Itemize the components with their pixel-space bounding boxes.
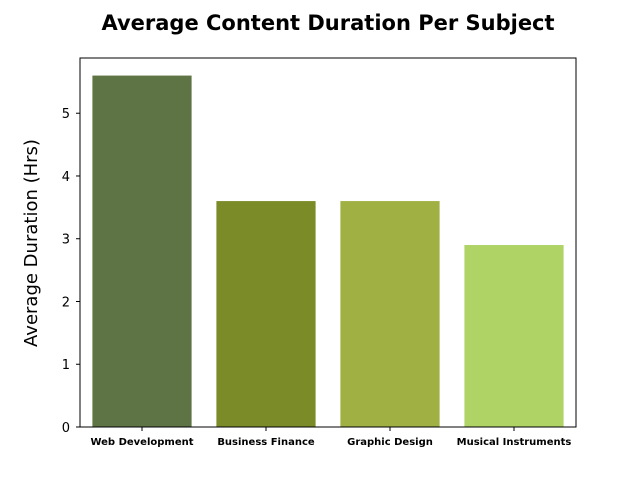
y-tick-label: 1 <box>62 358 70 373</box>
chart-title: Average Content Duration Per Subject <box>101 11 554 35</box>
y-axis-label: Average Duration (Hrs) <box>21 139 42 347</box>
x-tick-label: Web Development <box>90 437 193 448</box>
y-tick-label: 2 <box>62 295 70 310</box>
bar-graphic-design <box>340 201 440 427</box>
y-tick-label: 5 <box>62 107 70 122</box>
x-tick-label: Graphic Design <box>347 437 433 448</box>
plot-frame <box>79 57 577 428</box>
y-ticks-group: 0 1 2 3 4 5 <box>62 107 80 436</box>
x-tick-label: Musical Instruments <box>457 437 572 448</box>
bar-web-development <box>92 75 192 428</box>
y-tick-label: 0 <box>62 421 70 436</box>
y-tick-label: 4 <box>62 170 70 185</box>
x-tick-label: Business Finance <box>217 437 315 448</box>
bar-musical-instruments <box>464 245 564 427</box>
x-ticks-group: Web Development Business Finance Graphic D… <box>90 427 571 448</box>
bar-business-finance <box>216 201 316 427</box>
y-tick-label: 3 <box>62 233 70 248</box>
bars-group <box>92 75 564 428</box>
